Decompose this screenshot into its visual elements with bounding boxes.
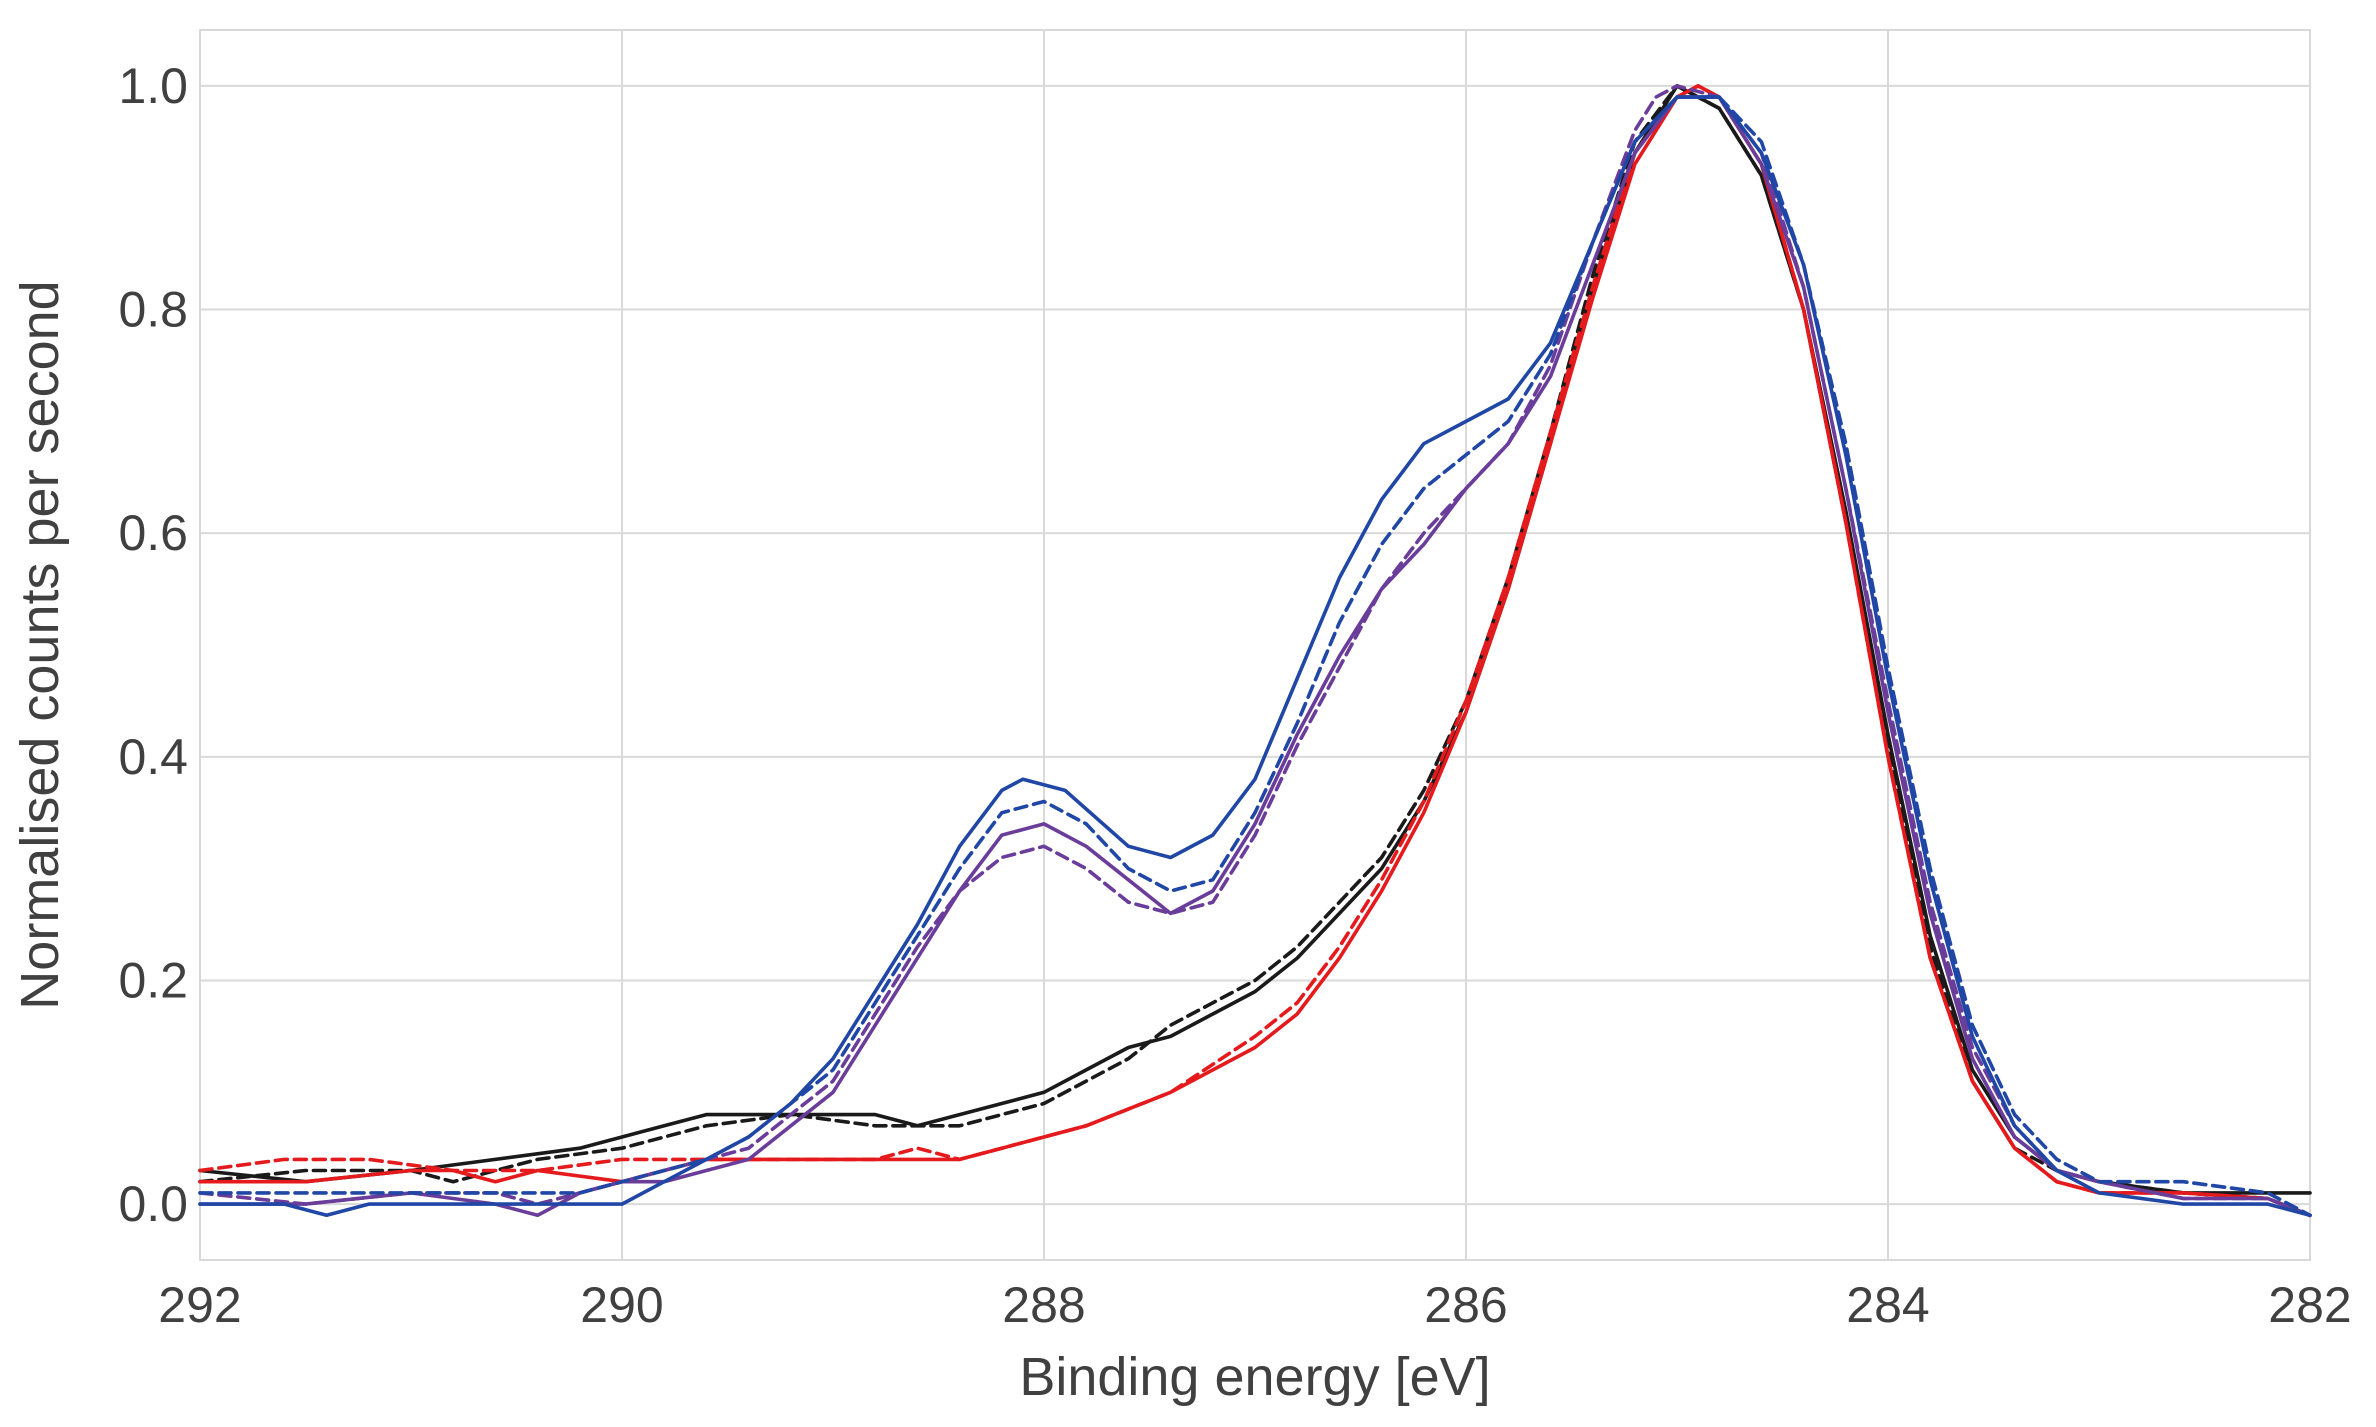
series-line-blue-solid: [198, 95, 2312, 1218]
x-tick-label-284: 284: [1846, 1277, 1929, 1333]
y-tick-label-0.8: 0.8: [118, 282, 188, 338]
x-tick-label-290: 290: [580, 1277, 663, 1333]
series-line-black-solid: [198, 84, 2312, 1195]
y-tick-labels: 0.0 0.2 0.4 0.6 0.8 1.0: [118, 58, 188, 1232]
y-axis-title: Normalised counts per second: [10, 280, 70, 1009]
series-line-black-dashed: [198, 84, 2312, 1218]
x-tick-labels: 292 290 288 286 284 282: [158, 1277, 2351, 1333]
y-tick-label-0.6: 0.6: [118, 505, 188, 561]
plot-frame: [199, 29, 2311, 1261]
series-layer: [198, 84, 2312, 1218]
x-tick-label-288: 288: [1002, 1277, 1085, 1333]
x-tick-label-292: 292: [158, 1277, 241, 1333]
x-axis-title: Binding energy [eV]: [1019, 1347, 1490, 1407]
y-tick-label-0.0: 0.0: [118, 1176, 188, 1232]
y-tick-label-0.2: 0.2: [118, 952, 188, 1008]
x-tick-label-282: 282: [2268, 1277, 2351, 1333]
y-tick-label-0.4: 0.4: [118, 729, 188, 785]
series-line-blue-dashed: [198, 95, 2312, 1218]
y-tick-label-1.0: 1.0: [118, 58, 188, 114]
x-tick-label-286: 286: [1424, 1277, 1507, 1333]
series-line-purple-solid: [198, 95, 2312, 1218]
series-line-purple-dashed: [198, 84, 2312, 1218]
series-line-red-dashed: [198, 84, 2312, 1218]
